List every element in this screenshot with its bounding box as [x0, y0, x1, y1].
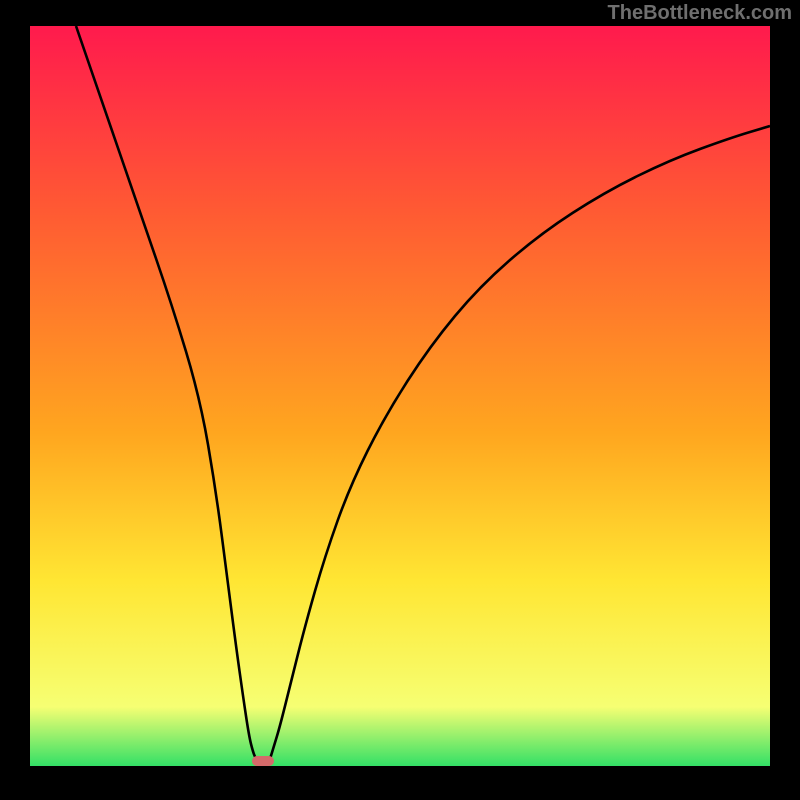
curve-layer [30, 26, 770, 766]
curve-left [76, 26, 256, 759]
min-marker [252, 756, 274, 766]
watermark-text: TheBottleneck.com [608, 2, 792, 25]
curve-right [270, 126, 770, 759]
